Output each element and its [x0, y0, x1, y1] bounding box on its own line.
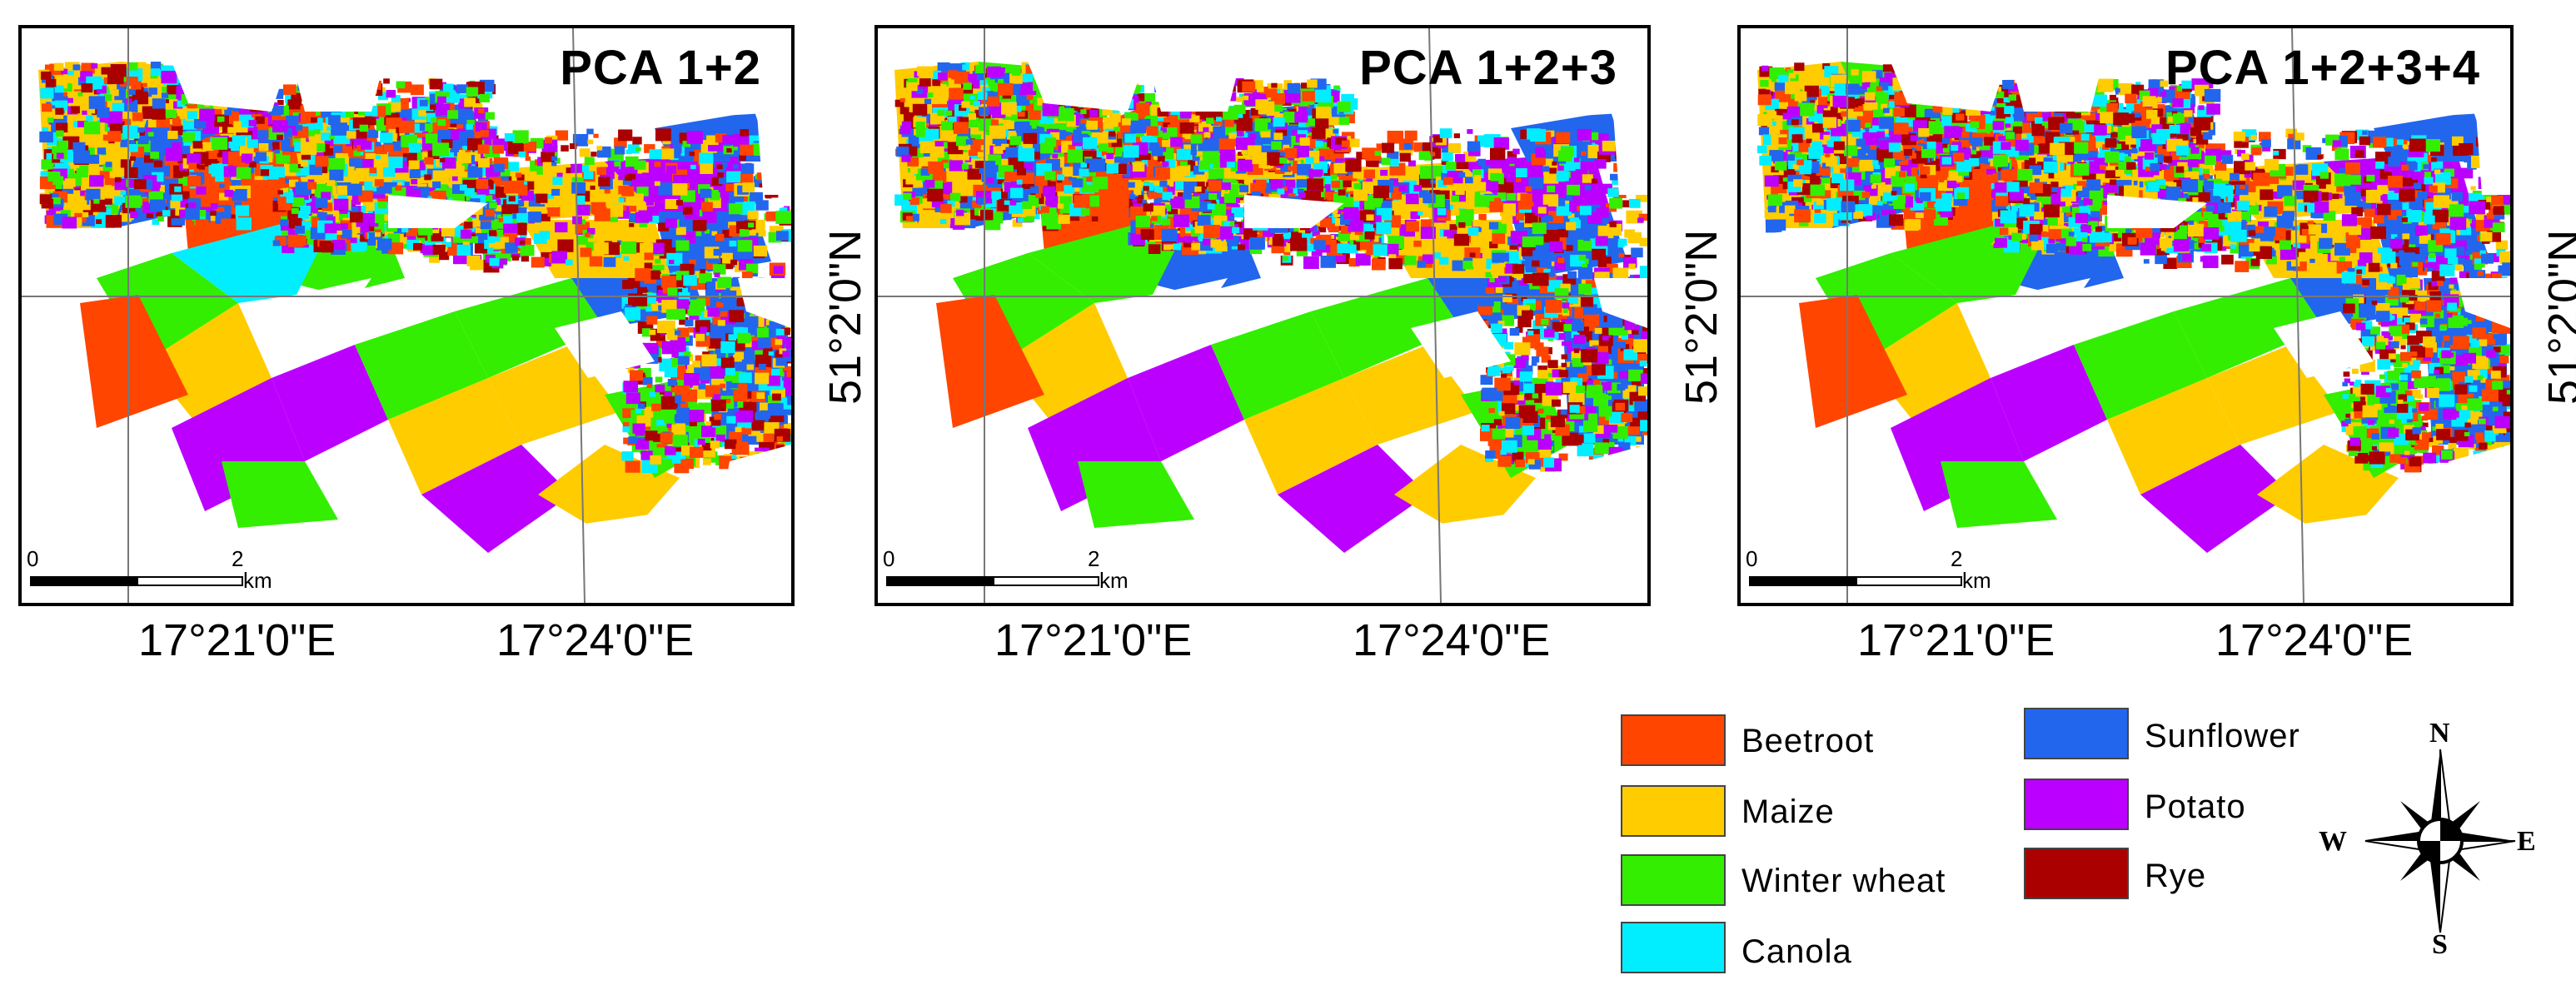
map-frame: PCA 1+2+3+4 0 2 km [1737, 25, 2514, 606]
legend-swatch-winter-wheat [1621, 854, 1726, 906]
legend-swatch-canola [1621, 922, 1726, 973]
legend-label: Sunflower [2145, 718, 2300, 754]
map-title: PCA 1+2+3 [1359, 41, 1617, 95]
latitude-label: 51°2'0"N [2539, 229, 2576, 405]
latitude-label: 51°2'0"N [1677, 229, 1726, 405]
longitude-label-west: 17°21'0"E [1857, 615, 2055, 665]
scale-two-label: 2 [1088, 546, 1100, 571]
legend-swatch-rye [2024, 848, 2129, 899]
legend-swatch-maize [1621, 785, 1726, 837]
compass-west-label: W [2319, 826, 2347, 857]
latitude-label: 51°2'0"N [820, 229, 870, 405]
longitude-label-west: 17°21'0"E [138, 615, 336, 665]
classified-crop-map [22, 28, 791, 603]
scale-zero-label: 0 [1746, 546, 1758, 571]
map-frame: PCA 1+2 0 2 km [18, 25, 795, 606]
scale-bar-black-segment [32, 578, 138, 585]
scale-bar-black-segment [1751, 578, 1857, 585]
classified-crop-map [1741, 28, 2510, 603]
scale-zero-label: 0 [27, 546, 39, 571]
compass-east-label: E [2517, 826, 2536, 857]
scale-two-label: 2 [232, 546, 244, 571]
compass-rose-icon [2364, 749, 2516, 933]
classified-crop-map [878, 28, 1647, 603]
compass-south-label: S [2432, 929, 2448, 960]
legend-label: Canola [1741, 933, 1852, 970]
longitude-label-west: 17°21'0"E [994, 615, 1193, 665]
map-frame: PCA 1+2+3 0 2 km [874, 25, 1651, 606]
legend-swatch-sunflower [2024, 708, 2129, 759]
legend-label: Winter wheat [1741, 863, 1946, 899]
map-title: PCA 1+2 [560, 41, 761, 95]
longitude-label-east: 17°24'0"E [1353, 615, 1551, 665]
scale-unit-label: km [243, 568, 272, 593]
scale-bar-black-segment [888, 578, 994, 585]
north-arrow-compass: N S E W [2319, 718, 2557, 960]
scale-unit-label: km [1099, 568, 1129, 593]
scale-unit-label: km [1962, 568, 1991, 593]
compass-north-label: N [2429, 718, 2450, 749]
scale-bar [30, 576, 243, 586]
scale-two-label: 2 [1951, 546, 1963, 571]
legend-swatch-potato [2024, 779, 2129, 830]
scale-bar [886, 576, 1099, 586]
longitude-label-east: 17°24'0"E [496, 615, 695, 665]
legend-label: Beetroot [1741, 723, 1875, 759]
legend-swatch-beetroot [1621, 714, 1726, 766]
scale-bar [1749, 576, 1962, 586]
legend-label: Potato [2145, 789, 2246, 825]
longitude-label-east: 17°24'0"E [2215, 615, 2414, 665]
legend-label: Maize [1741, 793, 1835, 830]
scale-zero-label: 0 [883, 546, 895, 571]
map-title: PCA 1+2+3+4 [2165, 41, 2480, 95]
legend-label: Rye [2145, 858, 2207, 894]
